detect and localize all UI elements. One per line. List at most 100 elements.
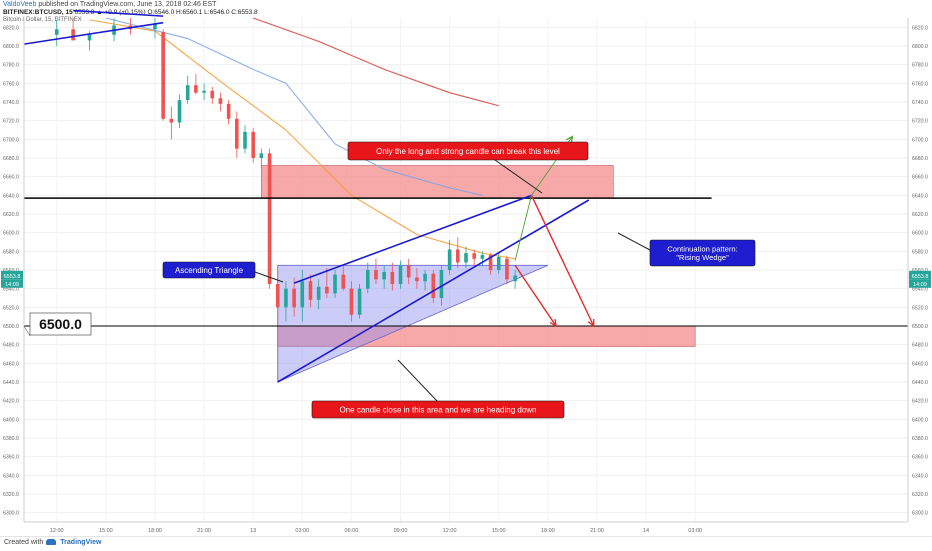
price-tick-label: 6540.0: [912, 287, 928, 293]
break-level-callout-text: Only the long and strong candle can brea…: [376, 147, 560, 156]
price-tick-label-left: 6720.0: [3, 119, 19, 125]
candle-body: [243, 131, 247, 149]
timer-text: 14:09: [913, 282, 927, 288]
tradingview-brand[interactable]: TradingView: [60, 539, 102, 546]
candle-body: [235, 118, 239, 149]
timer-tag: [909, 279, 931, 288]
price-tick-label: 6800.0: [912, 44, 928, 50]
price-tick-label: 6740.0: [912, 100, 928, 106]
price-tick-label: 6520.0: [912, 305, 928, 311]
publish-info: ValdoVeeb published on TradingView.com, …: [3, 1, 216, 8]
author-name[interactable]: ValdoVeeb: [3, 1, 37, 8]
candle-body: [267, 153, 272, 284]
symbol-legend: BITFINEX:BTCUSD, 15 6553.8 ▲ +9.9 (+0.15…: [3, 9, 258, 16]
price-tick-label: 6660.0: [912, 175, 928, 181]
candle-body: [472, 253, 476, 259]
current-price-tag-left: [1, 270, 23, 280]
arrowhead: [549, 318, 557, 328]
time-tick-label: 18:00: [148, 528, 162, 534]
price-tick-label-left: 6300.0: [3, 511, 19, 517]
price-tick-label-left: 6780.0: [3, 63, 19, 69]
price-tick-label-left: 6380.0: [3, 436, 19, 442]
price-tick-label: 6420.0: [912, 399, 928, 405]
tradingview-logo-icon: [46, 539, 57, 546]
candle-body: [333, 274, 337, 294]
level-box: [29, 312, 92, 336]
price-tick-label-left: 6760.0: [3, 81, 19, 87]
candle-body: [374, 270, 378, 280]
candle-body: [54, 29, 59, 35]
projection-arrows: [514, 135, 595, 328]
price-tick-label: 6300.0: [912, 511, 928, 517]
candle-body: [365, 270, 370, 289]
zones: [261, 165, 696, 347]
candle-body: [226, 103, 231, 119]
candle-body: [87, 34, 92, 41]
time-tick-label: 18:00: [541, 528, 555, 534]
created-with-text: Created with: [4, 539, 44, 546]
callout-pointer: [397, 359, 439, 403]
current-price-tag: [909, 270, 931, 280]
price-chart[interactable]: 6820.0 6820.0 6800.0 6800.0 6780.0 6780.0 6760…: [0, 0, 932, 536]
price-tick-label: 6500.0: [912, 324, 928, 330]
rising-wedge-callout-box: [649, 239, 756, 267]
time-tick-label: 03:00: [295, 528, 309, 534]
ascending-triangle-shape: [277, 264, 549, 383]
timer-text-left: 14:09: [5, 282, 19, 288]
candle-body: [218, 98, 223, 104]
candle-body: [415, 277, 419, 282]
price-tick-label-left: 6740.0: [3, 100, 19, 106]
candle-body: [431, 273, 436, 298]
callout-pointer: [617, 232, 651, 251]
candle-body: [341, 274, 346, 289]
candle-body: [275, 284, 280, 308]
candle-body: [202, 90, 206, 93]
top-left-wedge-2-line: [73, 9, 164, 17]
price-tick-label: 6780.0: [912, 63, 928, 69]
price-tick-label-left: 6600.0: [3, 231, 19, 237]
symbol-name[interactable]: BITFINEX:BTCUSD, 15: [3, 9, 73, 16]
candle-body: [382, 271, 386, 280]
wedge-upper-line: [293, 194, 532, 284]
arrowhead: [587, 318, 595, 328]
price-tick-label: 6680.0: [912, 156, 928, 162]
price-tick-label: 6620.0: [912, 212, 928, 218]
candle-body: [480, 255, 485, 259]
timer-tag-left: [1, 279, 23, 288]
callouts: Only the long and strong candle can brea…: [23, 141, 756, 419]
time-tick-label: 21:00: [590, 528, 604, 534]
level-box-pointer: [23, 325, 31, 337]
current-price-text-left: 6553.8: [4, 274, 21, 280]
candle-body: [316, 286, 321, 300]
candle-body: [513, 275, 517, 282]
price-tick-label: 6700.0: [912, 137, 928, 143]
time-tick-label: 13: [250, 528, 256, 534]
time-tick-label: 15:00: [99, 528, 113, 534]
time-tick-label: 03:00: [688, 528, 702, 534]
time-axis[interactable]: 12:00 15:00 18:00 21:00 13 03:00 06:00 09:00 12:…: [24, 521, 908, 534]
price-tick-label: 6380.0: [912, 436, 928, 442]
candle-body: [284, 288, 288, 308]
callout-pointer: [254, 271, 284, 283]
candle-body: [153, 23, 157, 30]
candle-body: [308, 281, 313, 300]
price-tick-label-left: 6640.0: [3, 193, 19, 199]
price-tick-label-left: 6820.0: [3, 25, 19, 31]
ascending-triangle-callout-text: Ascending Triangle: [175, 266, 244, 275]
price-tick-label-left: 6680.0: [3, 156, 19, 162]
price-axis[interactable]: 6820.0 6820.0 6800.0 6800.0 6780.0 6780.0 6760…: [1, 18, 932, 522]
candle-body: [177, 100, 182, 123]
candle-body: [456, 249, 460, 263]
ema_slow-line: [253, 17, 499, 107]
close-area-callout-text: One candle close in this area and we are…: [339, 405, 536, 414]
price-tick-label-left: 6420.0: [3, 399, 19, 405]
time-tick-label: 14: [643, 528, 649, 534]
price-tick-label: 6580.0: [912, 249, 928, 255]
candle-body: [259, 153, 264, 158]
price-tick-label: 6440.0: [912, 380, 928, 386]
candle-body: [464, 253, 468, 263]
ascending-triangle-fill: [277, 264, 549, 383]
candle-body: [325, 286, 329, 294]
price-tick-label: 6460.0: [912, 361, 928, 367]
publish-text: published on TradingView.com, June 13, 2…: [38, 1, 217, 8]
